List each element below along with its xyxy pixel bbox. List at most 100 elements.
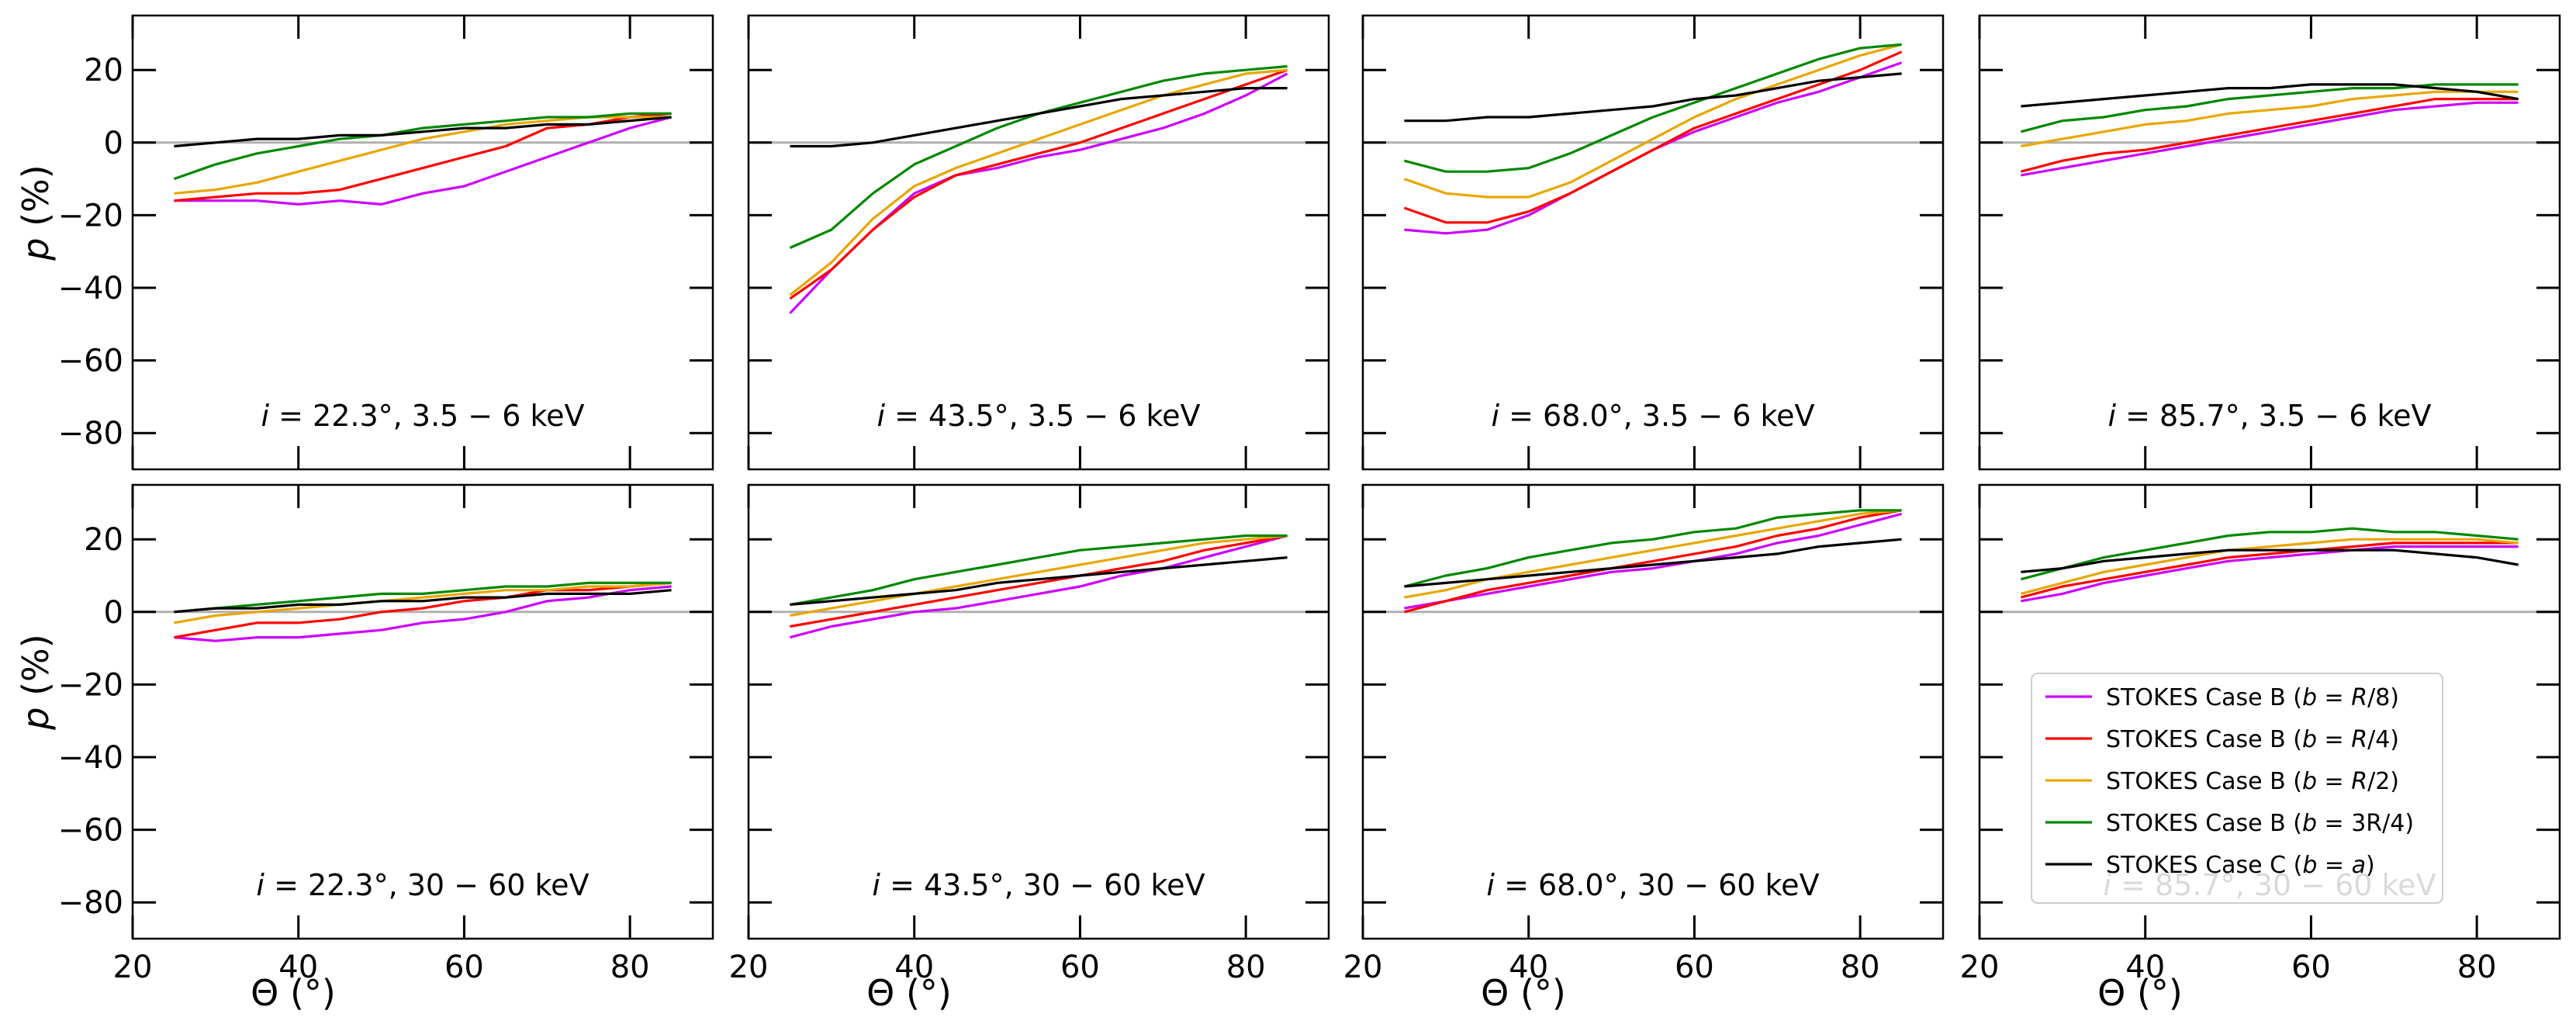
plot-frame [1978,483,2561,940]
y-tick-label: −60 [58,344,123,379]
panel-annotation: i = 22.3°, 3.5 − 6 keV [261,399,584,433]
series-line-0 [2021,101,2519,177]
legend-entry: STOKES Case C (b = a) [2106,852,2375,879]
series-line-1 [1403,50,1903,224]
panel-annotation: i = 68.0°, 3.5 − 6 keV [1491,399,1814,433]
x-axis-label: Θ (°) [2097,972,2183,1014]
plot-frame [1361,14,1945,471]
legend-entry: STOKES Case B (b = 3R/4) [2106,810,2414,837]
panel-0-2: i = 68.0°, 3.5 − 6 keV [1361,14,1945,471]
y-tick-label: −20 [58,667,123,703]
series-line-2 [2021,90,2519,148]
panel-0-1: i = 43.5°, 3.5 − 6 keV [747,14,1330,471]
x-tick-label: 60 [1060,950,1100,985]
legend-entry: STOKES Case B (b = R/8) [2106,684,2399,711]
series-line-1 [789,68,1288,300]
plot-frame [1361,483,1945,940]
x-axis-label: Θ (°) [1481,972,1566,1014]
x-tick-label: 40 [2125,950,2165,985]
series-line-2 [2020,538,2519,595]
panel-annotation: i = 22.3°, 30 − 60 keV [256,868,589,902]
plot-frame [747,483,1330,940]
y-tick-label: −80 [58,885,123,921]
series-line-1 [790,534,1288,628]
series-line-3 [790,534,1288,606]
x-tick-label: 60 [1675,950,1714,985]
x-tick-label: 20 [113,950,153,985]
y-axis-label: p (%) [15,164,57,261]
x-tick-label: 80 [2457,950,2497,985]
series-line-4 [2021,83,2519,108]
legend: STOKES Case B (b = R/8) STOKES Case B (b … [2031,673,2443,904]
y-tick-label: −20 [58,198,123,234]
series-line-3 [2020,527,2519,581]
panel-annotation: i = 85.7°, 3.5 − 6 keV [2107,399,2431,433]
x-tick-label: 60 [2291,950,2331,985]
x-tick-label: 20 [1960,950,2000,985]
y-tick-label: −40 [58,740,123,776]
y-axis-label: p (%) [15,634,57,730]
series-line-0 [174,116,673,206]
series-line-3 [1403,43,1902,173]
x-tick-label: 80 [1226,950,1266,985]
y-tick-label: 20 [84,522,123,558]
series-line-2 [1403,43,1903,199]
x-tick-label: 80 [610,950,650,985]
series-line-3 [1403,509,1902,588]
panel-0-0: −80 −60 −40 −20 0 20 i = 22.3°, 3.5 − 6 keV [58,14,714,471]
y-tick-label: −40 [58,271,123,306]
series-line-2 [1404,509,1902,599]
plot-frame [131,14,714,471]
series-line-2 [174,581,672,624]
panel-1-1: 20 40 60 80 i = 43.5°, 30 − 60 keV [729,483,1330,985]
series-line-4 [790,86,1288,148]
series-line-1 [1403,509,1902,614]
series-line-1 [174,112,672,202]
series-line-0 [2021,545,2519,603]
series-line-1 [174,581,672,639]
y-tick-label: −60 [58,813,123,849]
panel-annotation: i = 68.0°, 30 − 60 keV [1486,868,1819,902]
series-line-3 [2020,83,2519,133]
plot-frame [1978,14,2561,471]
series-line-4 [174,589,672,614]
panel-0-3: i = 85.7°, 3.5 − 6 keV [1978,14,2561,471]
x-tick-label: 40 [278,950,318,985]
x-tick-label: 20 [729,950,769,985]
series-line-0 [1404,512,1903,610]
x-tick-label: 40 [1509,950,1548,985]
legend-entry: STOKES Case B (b = R/4) [2106,726,2399,753]
legend-entry: STOKES Case B (b = R/2) [2106,768,2399,795]
y-tick-label: 0 [104,595,123,631]
y-tick-label: 20 [84,53,123,88]
series-line-0 [789,72,1288,314]
series-line-0 [789,534,1288,639]
y-tick-label: 0 [104,126,123,161]
x-axis-label: Θ (°) [251,972,336,1014]
legend-box [2031,673,2443,904]
series-line-3 [173,112,672,181]
series-line-4 [1404,72,1902,123]
x-tick-label: 20 [1343,950,1383,985]
series-line-4 [790,556,1288,606]
x-axis-label: Θ (°) [866,972,952,1014]
series-line-1 [2020,541,2519,599]
series-line-0 [174,585,672,642]
series-line-2 [790,534,1288,618]
panel-annotation: i = 43.5°, 3.5 − 6 keV [877,399,1200,433]
plot-frame [131,483,714,940]
panel-annotation: i = 43.5°, 30 − 60 keV [872,868,1205,902]
x-tick-label: 80 [1841,950,1880,985]
x-tick-label: 60 [444,950,484,985]
series-line-4 [174,116,672,148]
plot-frame [747,14,1330,471]
x-tick-label: 40 [894,950,934,985]
series-line-4 [2021,548,2519,573]
series-line-0 [1404,61,1903,235]
y-tick-label: −80 [58,416,123,451]
series-line-2 [789,68,1288,296]
series-line-1 [2020,97,2519,173]
series-line-4 [1404,538,1902,588]
series-line-3 [174,581,672,614]
